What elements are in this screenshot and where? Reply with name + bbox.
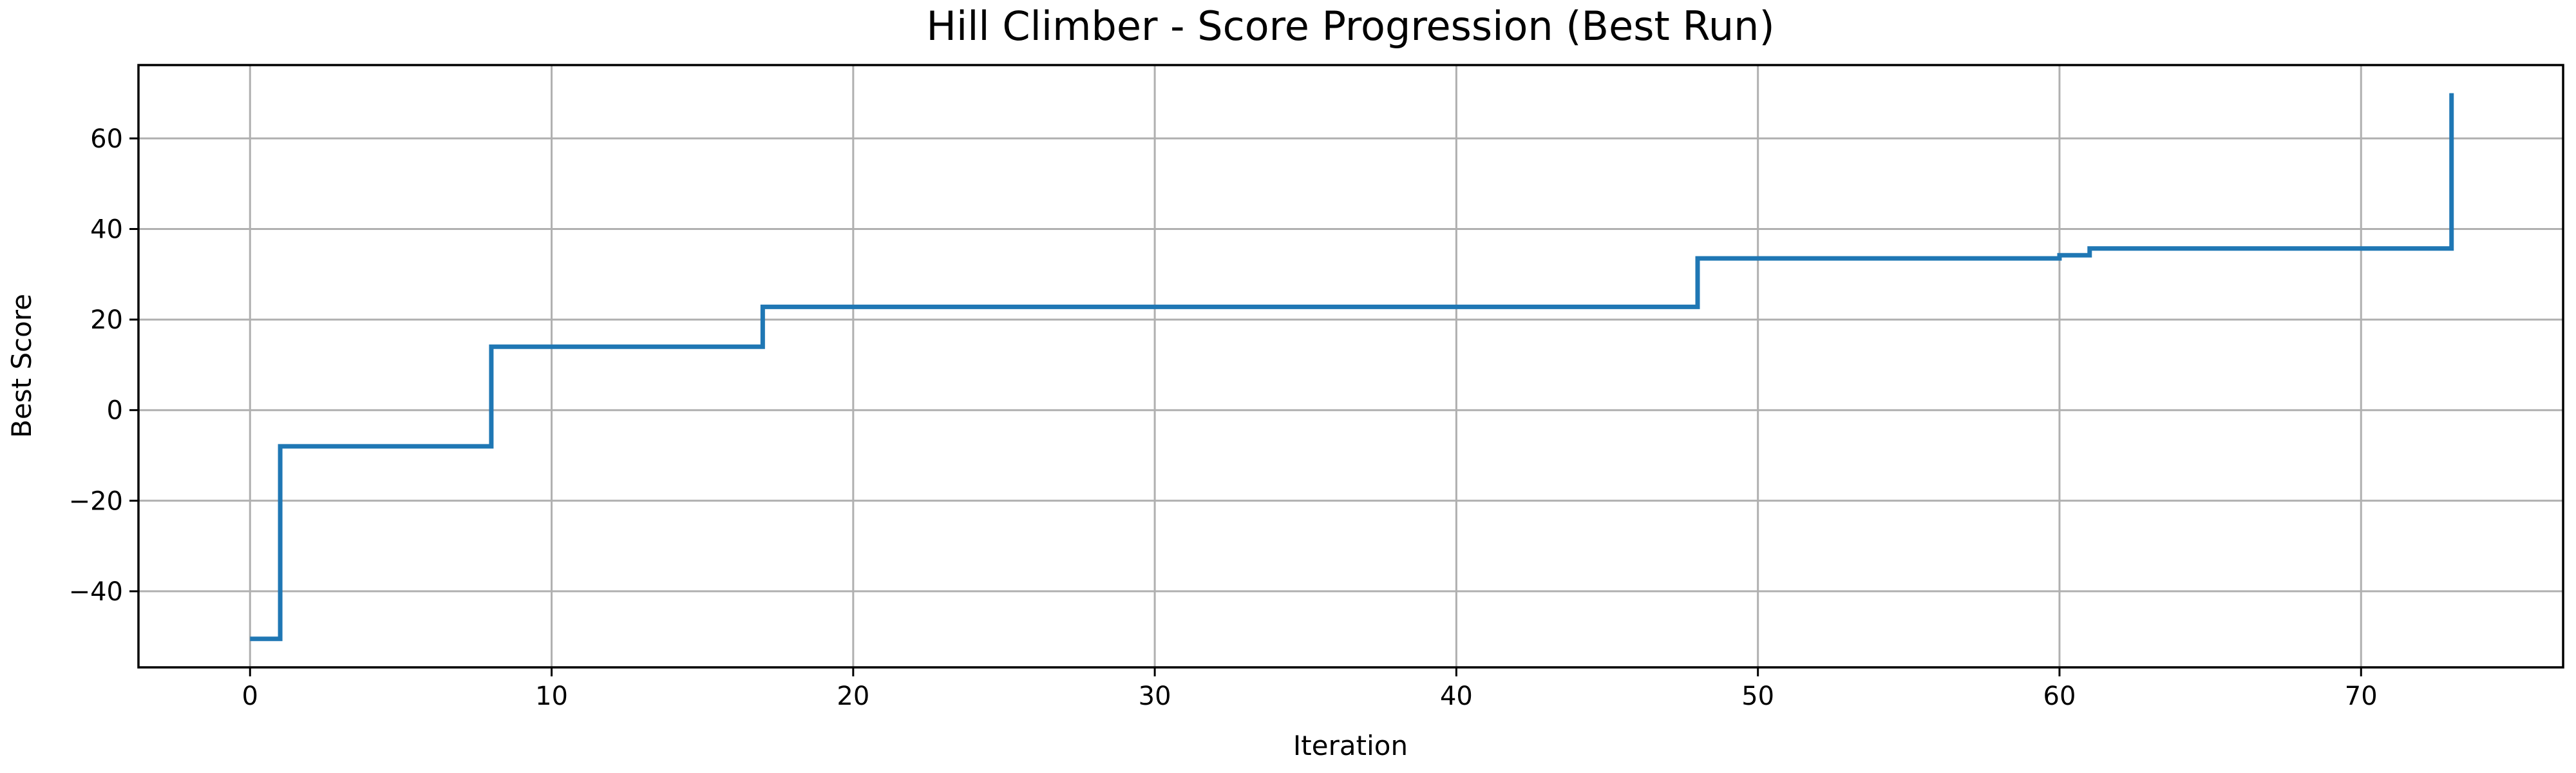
y-tick-label: 60	[90, 124, 123, 154]
x-tick-label: 70	[2345, 682, 2378, 711]
y-tick-label: 20	[90, 305, 123, 335]
axis-ticks: 0 10 20 30 40 50 60 70 −40 −20 0 20 40 60	[69, 124, 2378, 711]
grid-lines	[138, 65, 2563, 667]
y-axis-title: Best Score	[6, 294, 37, 438]
y-tick-label: −40	[69, 577, 123, 607]
series-layer	[250, 93, 2454, 642]
y-tick-label: −20	[69, 486, 123, 516]
plot-frame	[137, 64, 2564, 669]
x-tick-label: 20	[837, 682, 869, 711]
chart-title: Hill Climber - Score Progression (Best R…	[926, 3, 1774, 50]
x-tick-label: 30	[1139, 682, 1171, 711]
y-tick-label: 0	[107, 396, 123, 426]
y-tick-label: 40	[90, 215, 123, 244]
x-tick-label: 60	[2043, 682, 2076, 711]
x-tick-label: 0	[242, 682, 258, 711]
x-tick-label: 50	[1741, 682, 1774, 711]
x-tick-label: 10	[535, 682, 568, 711]
series-line-0	[250, 93, 2454, 642]
x-tick-label: 40	[1440, 682, 1473, 711]
x-axis-title: Iteration	[1293, 730, 1408, 761]
